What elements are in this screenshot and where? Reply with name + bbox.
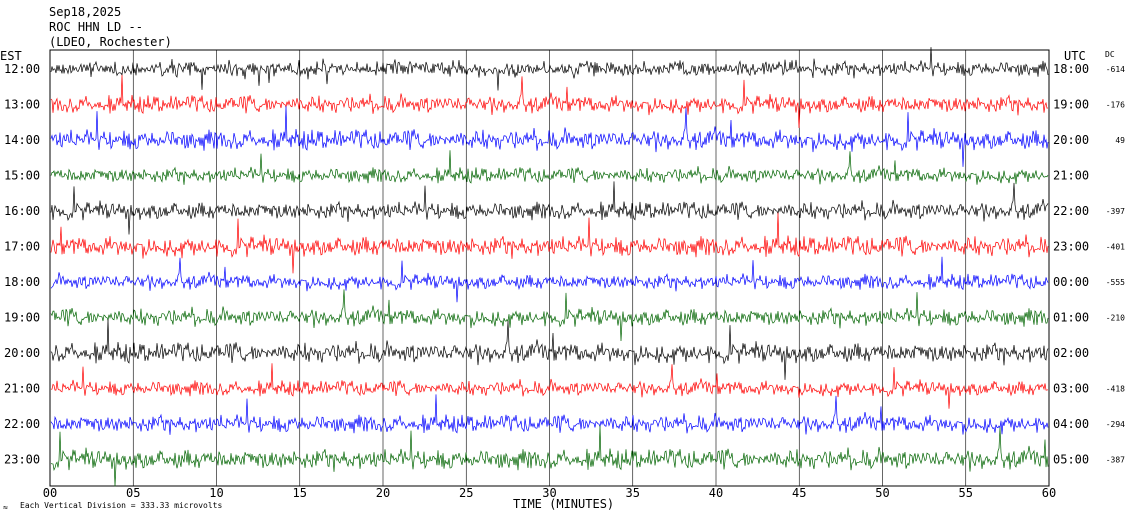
row-label-est: 14:00 bbox=[4, 133, 40, 147]
x-tick-label: 50 bbox=[875, 486, 889, 500]
dc-offset-header: DC bbox=[1105, 50, 1115, 59]
row-label-utc: 05:00 bbox=[1053, 453, 1089, 467]
row-label-utc: 22:00 bbox=[1053, 204, 1089, 218]
row-dc-offset: -294 bbox=[1106, 420, 1125, 429]
seismic-trace-row bbox=[50, 106, 1049, 167]
x-tick-label: 05 bbox=[126, 486, 140, 500]
footer-marker-glyph: ≈ bbox=[3, 503, 8, 512]
header-date: Sep18,2025 bbox=[49, 5, 121, 19]
seismic-trace-row bbox=[50, 394, 1049, 435]
header-institution: (LDEO, Rochester) bbox=[49, 35, 172, 49]
row-label-est: 20:00 bbox=[4, 346, 40, 360]
x-tick-label: 35 bbox=[626, 486, 640, 500]
header-station: ROC HHN LD -- bbox=[49, 20, 143, 34]
x-tick-label: 45 bbox=[792, 486, 806, 500]
x-tick-label: 25 bbox=[459, 486, 473, 500]
row-label-est: 15:00 bbox=[4, 169, 40, 183]
x-tick-label: 10 bbox=[209, 486, 223, 500]
row-label-est: 18:00 bbox=[4, 275, 40, 289]
seismic-trace-row bbox=[50, 47, 1049, 91]
vertical-grid-lines bbox=[132, 50, 967, 486]
x-tick-label: 40 bbox=[709, 486, 723, 500]
row-label-est: 22:00 bbox=[4, 417, 40, 431]
row-label-est: 19:00 bbox=[4, 311, 40, 325]
row-dc-offset: -176 bbox=[1106, 101, 1125, 110]
row-dc-offset: -418 bbox=[1106, 385, 1125, 394]
row-label-utc: 20:00 bbox=[1053, 133, 1089, 147]
plot-frame bbox=[49, 49, 1050, 487]
row-label-est: 21:00 bbox=[4, 382, 40, 396]
row-label-utc: 18:00 bbox=[1053, 62, 1089, 76]
row-dc-offset: -387 bbox=[1106, 456, 1125, 465]
row-label-utc: 04:00 bbox=[1053, 417, 1089, 431]
row-label-est: 23:00 bbox=[4, 453, 40, 467]
seismic-trace-row bbox=[50, 289, 1049, 342]
x-tick-label: 55 bbox=[959, 486, 973, 500]
seismic-trace-row bbox=[50, 256, 1049, 303]
row-label-utc: 01:00 bbox=[1053, 311, 1089, 325]
right-timezone-label: UTC bbox=[1064, 49, 1086, 63]
seismic-trace-row bbox=[50, 363, 1049, 409]
row-dc-offset: -397 bbox=[1106, 207, 1125, 216]
seismic-trace-row bbox=[50, 212, 1049, 274]
row-dc-offset: -401 bbox=[1106, 243, 1125, 252]
row-label-utc: 03:00 bbox=[1053, 382, 1089, 396]
row-label-est: 12:00 bbox=[4, 62, 40, 76]
row-label-utc: 00:00 bbox=[1053, 275, 1089, 289]
row-label-utc: 19:00 bbox=[1053, 98, 1089, 112]
row-label-utc: 02:00 bbox=[1053, 346, 1089, 360]
seismic-trace-row bbox=[50, 319, 1049, 380]
row-dc-offset: 49 bbox=[1115, 136, 1125, 145]
seismic-trace-row bbox=[50, 425, 1049, 487]
seismic-traces bbox=[50, 47, 1049, 487]
row-label-est: 16:00 bbox=[4, 204, 40, 218]
seismic-trace-row bbox=[50, 74, 1049, 129]
x-tick-label: 15 bbox=[293, 486, 307, 500]
row-label-utc: 21:00 bbox=[1053, 169, 1089, 183]
x-tick-label: 20 bbox=[376, 486, 390, 500]
x-tick-label: 30 bbox=[542, 486, 556, 500]
left-timezone-label: EST bbox=[0, 49, 22, 63]
row-dc-offset: -614 bbox=[1106, 65, 1125, 74]
vertical-division-note: Each Vertical Division = 333.33 microvol… bbox=[20, 501, 222, 510]
row-dc-offset: -555 bbox=[1106, 278, 1125, 287]
row-dc-offset: -210 bbox=[1106, 314, 1125, 323]
seismic-trace-row bbox=[50, 181, 1049, 235]
x-axis-label: TIME (MINUTES) bbox=[513, 497, 614, 511]
x-tick-label: 60 bbox=[1042, 486, 1056, 500]
row-labels: 00 05 10 15 20 25 30 35 40 45 50 55 60 12:00 18:00 -614… bbox=[4, 62, 1125, 500]
row-label-utc: 23:00 bbox=[1053, 240, 1089, 254]
row-label-est: 17:00 bbox=[4, 240, 40, 254]
x-tick-label: 00 bbox=[43, 486, 57, 500]
row-label-est: 13:00 bbox=[4, 98, 40, 112]
seismic-trace-row bbox=[50, 150, 1049, 185]
